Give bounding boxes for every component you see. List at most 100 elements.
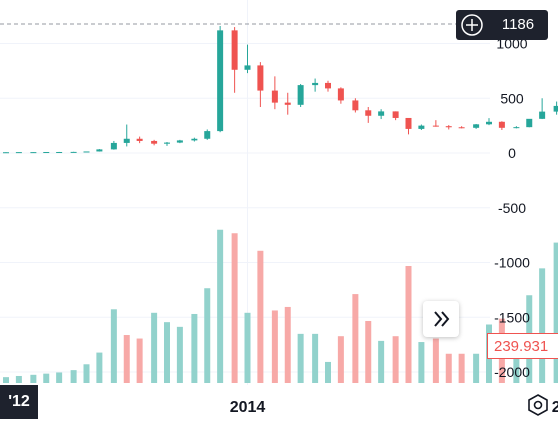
candle-body xyxy=(513,127,520,129)
volume-bar xyxy=(445,353,452,383)
volume-bar xyxy=(553,242,558,383)
candle xyxy=(392,111,399,121)
candle-body xyxy=(231,30,238,70)
volume-bar xyxy=(337,336,344,383)
candle xyxy=(513,126,520,129)
chart-settings-button[interactable] xyxy=(526,393,550,417)
candle-body xyxy=(352,100,359,111)
candle xyxy=(30,152,37,154)
candle-body xyxy=(539,111,546,119)
candle-body xyxy=(204,131,211,139)
candle xyxy=(164,142,170,146)
y-tick-label: -1500 xyxy=(494,309,530,325)
volume-bar xyxy=(191,313,198,383)
y-tick-label: -500 xyxy=(498,200,526,216)
candle-body xyxy=(257,65,264,91)
volume-bar xyxy=(432,338,439,383)
candle-body xyxy=(526,118,533,128)
candle xyxy=(378,109,385,120)
volume-bar xyxy=(3,377,9,383)
candle-body xyxy=(136,138,143,141)
candle-body xyxy=(405,117,412,129)
candle xyxy=(473,123,480,129)
volume-bar xyxy=(30,374,37,383)
candle xyxy=(217,25,224,133)
volume-bar xyxy=(257,250,264,383)
volume-bar xyxy=(164,322,170,383)
candle xyxy=(231,27,238,93)
candle xyxy=(3,152,9,154)
volume-bar xyxy=(231,233,238,383)
y-tick-label: -1000 xyxy=(494,255,530,271)
candle-body xyxy=(498,121,505,128)
volume-bar xyxy=(539,268,546,383)
double-chevron-right-icon xyxy=(434,311,450,327)
scroll-to-realtime-button[interactable] xyxy=(423,301,459,337)
volume-bar xyxy=(418,342,425,383)
volume-bar xyxy=(244,312,251,383)
plus-circle-icon xyxy=(461,14,483,36)
candle-body xyxy=(337,88,344,101)
volume-bar xyxy=(15,375,22,383)
candle-body xyxy=(96,149,103,152)
candle xyxy=(458,126,465,129)
candle xyxy=(445,125,452,130)
volume-bar xyxy=(43,373,50,383)
candle-body xyxy=(30,152,37,154)
x-tick-label: 2014 xyxy=(230,399,266,416)
candle-body xyxy=(43,152,50,154)
y-tick-label: 0 xyxy=(508,145,516,161)
candle-body xyxy=(191,138,198,141)
candle-body xyxy=(151,140,158,144)
candle-body xyxy=(297,85,304,105)
candle-body xyxy=(378,111,385,116)
volume-bar xyxy=(325,361,331,383)
y-tick-label: 500 xyxy=(500,90,524,106)
volume-bar xyxy=(136,338,143,383)
candle xyxy=(284,92,291,115)
volume-bar xyxy=(96,352,103,383)
candle-body xyxy=(271,90,278,103)
candle xyxy=(70,151,77,153)
candle xyxy=(176,139,183,144)
volume-bar xyxy=(217,229,224,383)
candle xyxy=(257,62,264,108)
candle-body xyxy=(3,152,9,154)
volume-bar xyxy=(151,312,158,383)
volume-bar xyxy=(271,310,278,383)
candle xyxy=(539,98,546,120)
volume-bar xyxy=(392,336,399,383)
y-tick-label: -2000 xyxy=(494,364,530,380)
add-alert-button[interactable] xyxy=(459,12,485,38)
candle-body xyxy=(325,82,331,89)
volume-bar xyxy=(284,306,291,383)
candle xyxy=(498,121,505,131)
candle-body xyxy=(244,65,251,70)
candle xyxy=(191,137,198,142)
candle xyxy=(432,120,439,127)
candle xyxy=(526,118,533,128)
candle-body xyxy=(284,102,291,105)
volume-bar xyxy=(352,294,359,383)
volume-bar xyxy=(110,309,117,383)
volume-bar xyxy=(70,370,77,383)
candle xyxy=(15,152,22,154)
candle-body xyxy=(123,138,130,143)
candle-body xyxy=(365,110,372,116)
candle xyxy=(96,149,103,152)
candle xyxy=(352,98,359,113)
x-axis: 201420162018 xyxy=(230,399,558,416)
candle-body xyxy=(473,124,480,128)
candle xyxy=(418,124,425,131)
candle-body xyxy=(217,30,224,132)
volume-bar xyxy=(473,353,480,383)
volume-last-value-label: 239.931 xyxy=(487,333,558,359)
candle-body xyxy=(83,151,90,153)
candle xyxy=(110,140,117,150)
volume-bar xyxy=(405,266,412,383)
candle-body xyxy=(164,142,170,144)
x-tick-label: 2016 xyxy=(552,399,558,416)
candle-body xyxy=(432,125,439,127)
